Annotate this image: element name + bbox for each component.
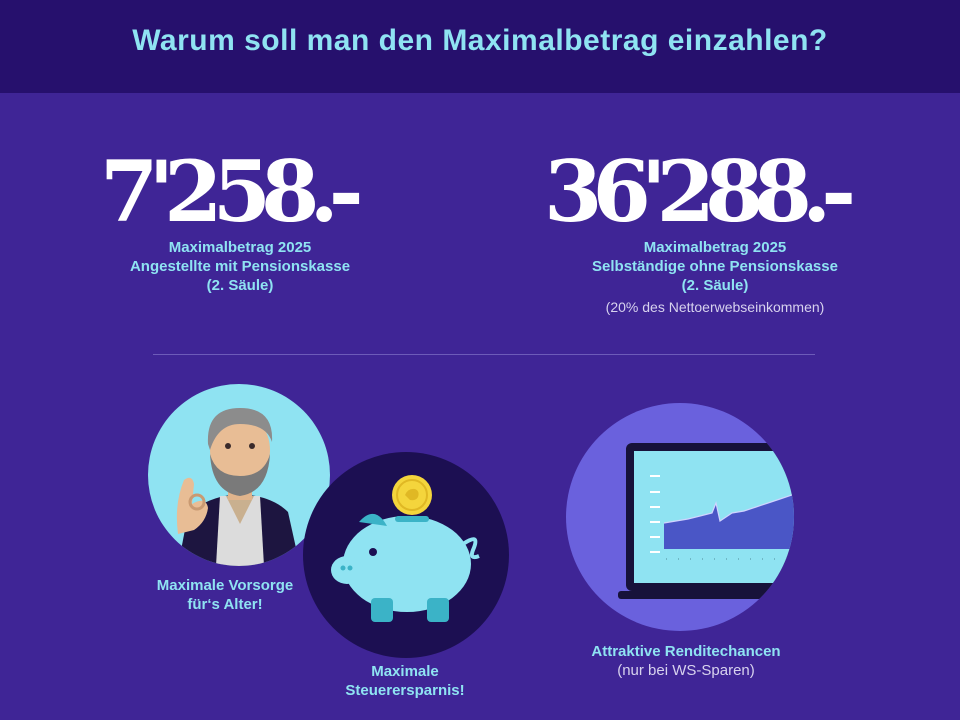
caption-line: Selbständige ohne Pensionskasse xyxy=(592,258,838,275)
laptop-chart-icon xyxy=(566,403,794,631)
caption-note: (20% des Nettoerwebseinkommen) xyxy=(605,299,825,315)
caption-line: (2. Säule) xyxy=(681,277,749,294)
amount-self-employed: 36'288.- xyxy=(544,142,856,241)
coin-icon xyxy=(392,475,432,515)
label-vorsorge: Maximale Vorsorge für‘s Alter! xyxy=(130,576,320,614)
caption-line: (2. Säule) xyxy=(206,277,274,294)
label-line: Maximale xyxy=(371,663,439,680)
label-line: Maximale Vorsorge xyxy=(156,577,294,594)
man-illustration-icon xyxy=(148,384,330,566)
caption-employees: Maximalbetrag 2025 Angestellte mit Pensi… xyxy=(90,238,390,295)
divider xyxy=(153,354,815,355)
label-rendite: Attraktive Renditechancen (nur bei WS-Sp… xyxy=(566,642,806,680)
caption-line: Angestellte mit Pensionskasse xyxy=(129,258,351,275)
label-subline: (nur bei WS-Sparen) xyxy=(617,662,755,679)
header-bar xyxy=(0,0,960,93)
caption-line: Maximalbetrag 2025 xyxy=(168,239,312,256)
label-steuer: Maximale Steuerersparnis! xyxy=(310,662,500,700)
page-title: Warum soll man den Maximalbetrag einzahl… xyxy=(132,24,828,57)
label-line: Attraktive Renditechancen xyxy=(591,643,781,660)
label-line: Steuerersparnis! xyxy=(345,682,465,699)
amount-employees: 7'258.- xyxy=(100,142,364,241)
caption-line: Maximalbetrag 2025 xyxy=(643,239,787,256)
label-line: für‘s Alter! xyxy=(187,596,263,613)
caption-self-employed: Maximalbetrag 2025 Selbständige ohne Pen… xyxy=(560,238,870,317)
